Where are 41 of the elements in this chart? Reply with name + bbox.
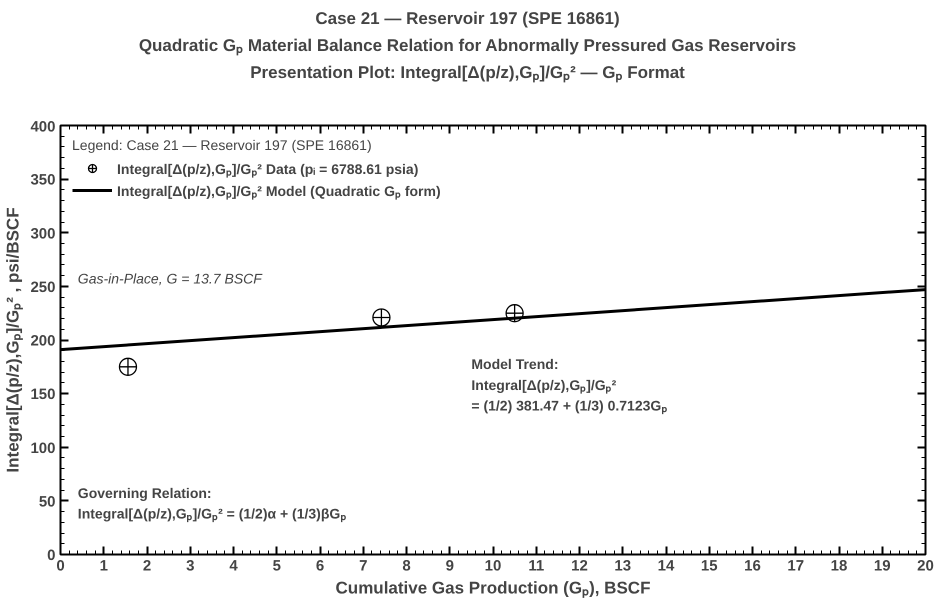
x-tick-label: 8	[402, 558, 411, 574]
x-tick-label: 9	[446, 558, 454, 574]
y-tick-label: 200	[30, 332, 56, 350]
x-tick-label: 7	[359, 558, 368, 574]
x-tick-label: 5	[272, 558, 281, 574]
y-tick-label: 350	[30, 172, 56, 189]
x-tick-label: 15	[700, 558, 718, 574]
x-tick-label: 6	[316, 558, 324, 574]
chart-subtitle: Quadratic Gₚ Material Balance Relation for Abnormally Pressured Gas Reservoirs Presentation Plot: Integral[Δ(p/z),Gₚ]/Gₚ² — Gₚ Format	[138, 36, 796, 82]
x-tick-label: 3	[186, 558, 194, 574]
y-tick-label: 100	[30, 440, 56, 457]
x-tick-label: 19	[874, 558, 891, 574]
point	[118, 358, 138, 376]
x-tick-label: 18	[830, 558, 848, 574]
annotation: Model Trend: Integral[Δ(p/z),Gₚ]/Gₚ² = (1/2) 381.47 + (1/3) 0.7123Gₚ	[471, 356, 668, 415]
x-tick-label: 2	[142, 558, 152, 574]
x-tick-label: 12	[571, 558, 588, 574]
y-tick-label: 50	[38, 493, 56, 510]
x-axis-title: Cumulative Gas Production (Gₚ), BSCF	[336, 578, 650, 598]
annotation: Gas-in-Place, G = 13.7 BSCF	[78, 270, 264, 286]
annotation: Governing Relation: Integral[Δ(p/z),Gₚ]/Gₚ² = (1/2)α + (1/3)βGₚ	[78, 484, 346, 523]
y-tick-label: 250	[30, 278, 56, 296]
y-tick-label: 400	[30, 118, 56, 136]
x-tick-label: 10	[484, 558, 502, 574]
x-tick-label: 11	[528, 558, 544, 574]
x-tick-label: 1	[100, 558, 108, 574]
x-tick-label: 20	[917, 558, 934, 574]
chart-title: Case 21 — Reservoir 197 (SPE 16861)	[315, 9, 620, 28]
legend-label: Integral[Δ(p/z),Gₚ]/Gₚ² Model (Quadratic Gₚ form)	[117, 182, 441, 200]
x-tick-label: 16	[744, 558, 761, 574]
x-tick-label: 4	[229, 558, 238, 574]
legend-title: Legend: Case 21 — Reservoir 197 (SPE 16861)	[72, 137, 373, 153]
y-tick-label: 150	[30, 386, 56, 404]
x-tick-label: 14	[658, 558, 675, 574]
x-tick-label: 13	[614, 558, 632, 574]
y-tick-label: 300	[30, 225, 56, 242]
y-tick-label: 0	[47, 547, 56, 564]
legend-label: Integral[Δ(p/z),Gₚ]/Gₚ² Data (pᵢ = 6788.61 psia)	[117, 160, 418, 178]
point	[372, 308, 391, 327]
y-axis-title: Integral[Δ(p/z),Gₚ]/Gₚ² , psi/BSCF	[3, 207, 24, 473]
x-tick-label: 17	[787, 558, 804, 574]
